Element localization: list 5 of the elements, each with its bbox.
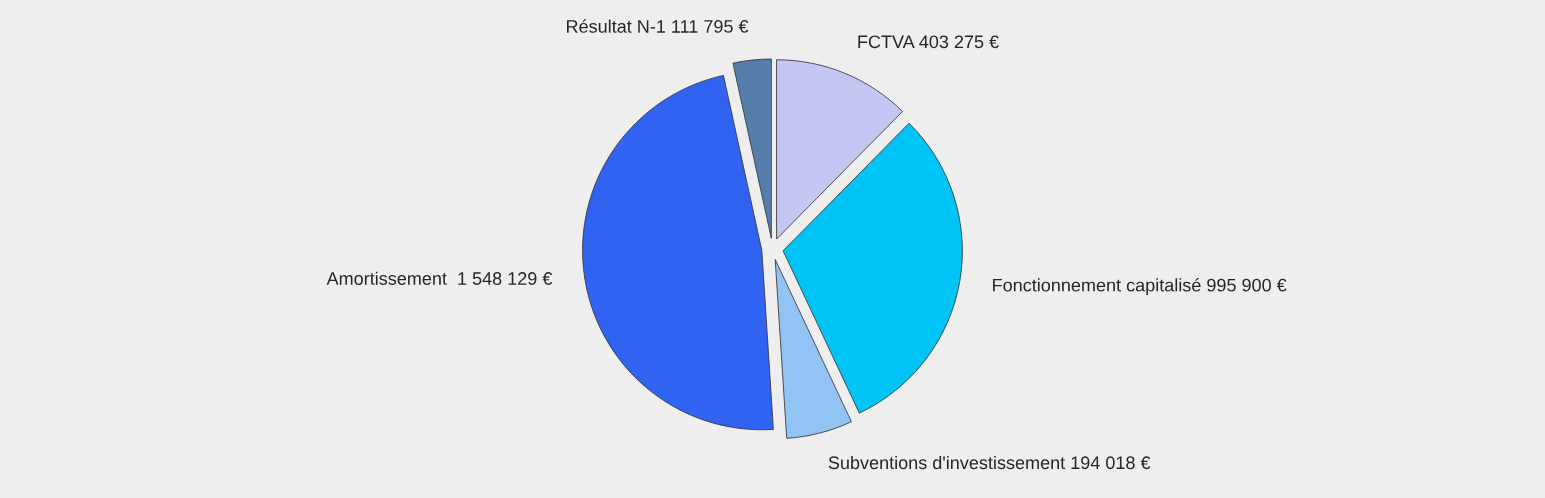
slice-label: Amortissement 1 548 129 € <box>326 271 553 285</box>
slice-label: Subventions d'investissement 194 018 € <box>828 455 1151 470</box>
slice-label: Fonctionnement capitalisé 995 900 € <box>993 278 1287 296</box>
slice-label: FCTVA 403 275 € <box>858 35 999 49</box>
slice-label: Résultat N-1 111 795 € <box>567 19 749 33</box>
